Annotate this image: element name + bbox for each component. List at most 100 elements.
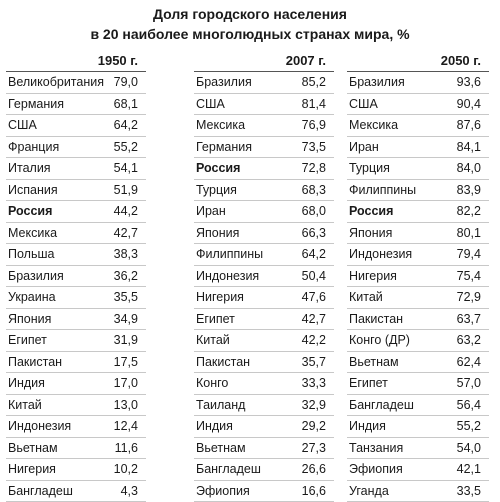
urban-share-value: 83,9 bbox=[457, 180, 489, 201]
title-line-1: Доля городского населения bbox=[0, 4, 500, 24]
urban-share-value: 35,5 bbox=[114, 287, 146, 308]
country-name: Бангладеш bbox=[347, 395, 414, 416]
urban-share-value: 34,9 bbox=[114, 309, 146, 330]
country-name: Нигерия bbox=[194, 287, 244, 308]
country-name: Египет bbox=[194, 309, 235, 330]
urban-share-value: 64,2 bbox=[114, 115, 146, 136]
urban-share-value: 79,0 bbox=[114, 72, 146, 93]
country-name: Уганда bbox=[347, 481, 389, 502]
country-name: Россия bbox=[347, 201, 393, 222]
country-name: Япония bbox=[347, 223, 392, 244]
country-name: Россия bbox=[194, 158, 240, 179]
urban-share-value: 72,9 bbox=[457, 287, 489, 308]
urban-share-value: 64,2 bbox=[302, 244, 334, 265]
country-name: Пакистан bbox=[6, 352, 62, 373]
country-name: Египет bbox=[6, 330, 47, 351]
urban-share-value: 13,0 bbox=[114, 395, 146, 416]
country-name: Эфиопия bbox=[194, 481, 250, 502]
country-name: Индонезия bbox=[194, 266, 259, 287]
urban-share-value: 17,5 bbox=[114, 352, 146, 373]
country-name: Китай bbox=[347, 287, 383, 308]
table-row: Турция 84,0 bbox=[347, 158, 489, 180]
urban-share-value: 79,4 bbox=[457, 244, 489, 265]
urban-share-value: 36,2 bbox=[114, 266, 146, 287]
country-name: Германия bbox=[6, 94, 64, 115]
urban-share-value: 47,6 bbox=[302, 287, 334, 308]
urban-share-value: 33,3 bbox=[302, 373, 334, 394]
urban-share-value: 76,9 bbox=[302, 115, 334, 136]
country-name: Бразилия bbox=[347, 72, 405, 93]
urban-share-value: 84,1 bbox=[457, 137, 489, 158]
country-name: Вьетнам bbox=[194, 438, 246, 459]
urban-share-value: 4,3 bbox=[121, 481, 146, 502]
country-name: Япония bbox=[6, 309, 51, 330]
country-name: Турция bbox=[347, 158, 390, 179]
page-title: Доля городского населения в 20 наиболее … bbox=[0, 4, 500, 44]
country-name: Эфиопия bbox=[347, 459, 403, 480]
country-name: США bbox=[6, 115, 37, 136]
urban-share-value: 66,3 bbox=[302, 223, 334, 244]
table-row: Египет 42,7 bbox=[194, 309, 334, 331]
urban-share-value: 42,7 bbox=[302, 309, 334, 330]
country-name: Китай bbox=[194, 330, 230, 351]
country-name: Бангладеш bbox=[194, 459, 261, 480]
country-name: Испания bbox=[6, 180, 58, 201]
country-name: Египет bbox=[347, 373, 388, 394]
urban-share-value: 12,4 bbox=[114, 416, 146, 437]
table-row: Пакистан 17,5 bbox=[6, 352, 146, 374]
title-line-2: в 20 наиболее многолюдных странах мира, … bbox=[0, 24, 500, 44]
country-name: Польша bbox=[6, 244, 54, 265]
urban-share-value: 31,9 bbox=[114, 330, 146, 351]
table-row: Великобритания 79,0 bbox=[6, 72, 146, 94]
country-name: Италия bbox=[6, 158, 51, 179]
table-row: Египет 31,9 bbox=[6, 330, 146, 352]
urban-share-value: 10,2 bbox=[114, 459, 146, 480]
urban-share-value: 42,7 bbox=[114, 223, 146, 244]
country-name: Бразилия bbox=[6, 266, 64, 287]
country-name: Конго bbox=[194, 373, 228, 394]
table-row: Япония 34,9 bbox=[6, 309, 146, 331]
table-row: Конго 33,3 bbox=[194, 373, 334, 395]
urban-share-value: 55,2 bbox=[457, 416, 489, 437]
country-name: Нигерия bbox=[347, 266, 397, 287]
urban-share-value: 54,1 bbox=[114, 158, 146, 179]
urban-share-value: 85,2 bbox=[302, 72, 334, 93]
urban-share-value: 84,0 bbox=[457, 158, 489, 179]
country-name: Филиппины bbox=[194, 244, 263, 265]
urban-share-value: 35,7 bbox=[302, 352, 334, 373]
country-name: Таиланд bbox=[194, 395, 245, 416]
urban-share-value: 42,2 bbox=[302, 330, 334, 351]
country-name: Великобритания bbox=[6, 72, 104, 93]
urban-share-value: 63,7 bbox=[457, 309, 489, 330]
country-name: Мексика bbox=[347, 115, 398, 136]
urban-share-value: 16,6 bbox=[302, 481, 334, 502]
